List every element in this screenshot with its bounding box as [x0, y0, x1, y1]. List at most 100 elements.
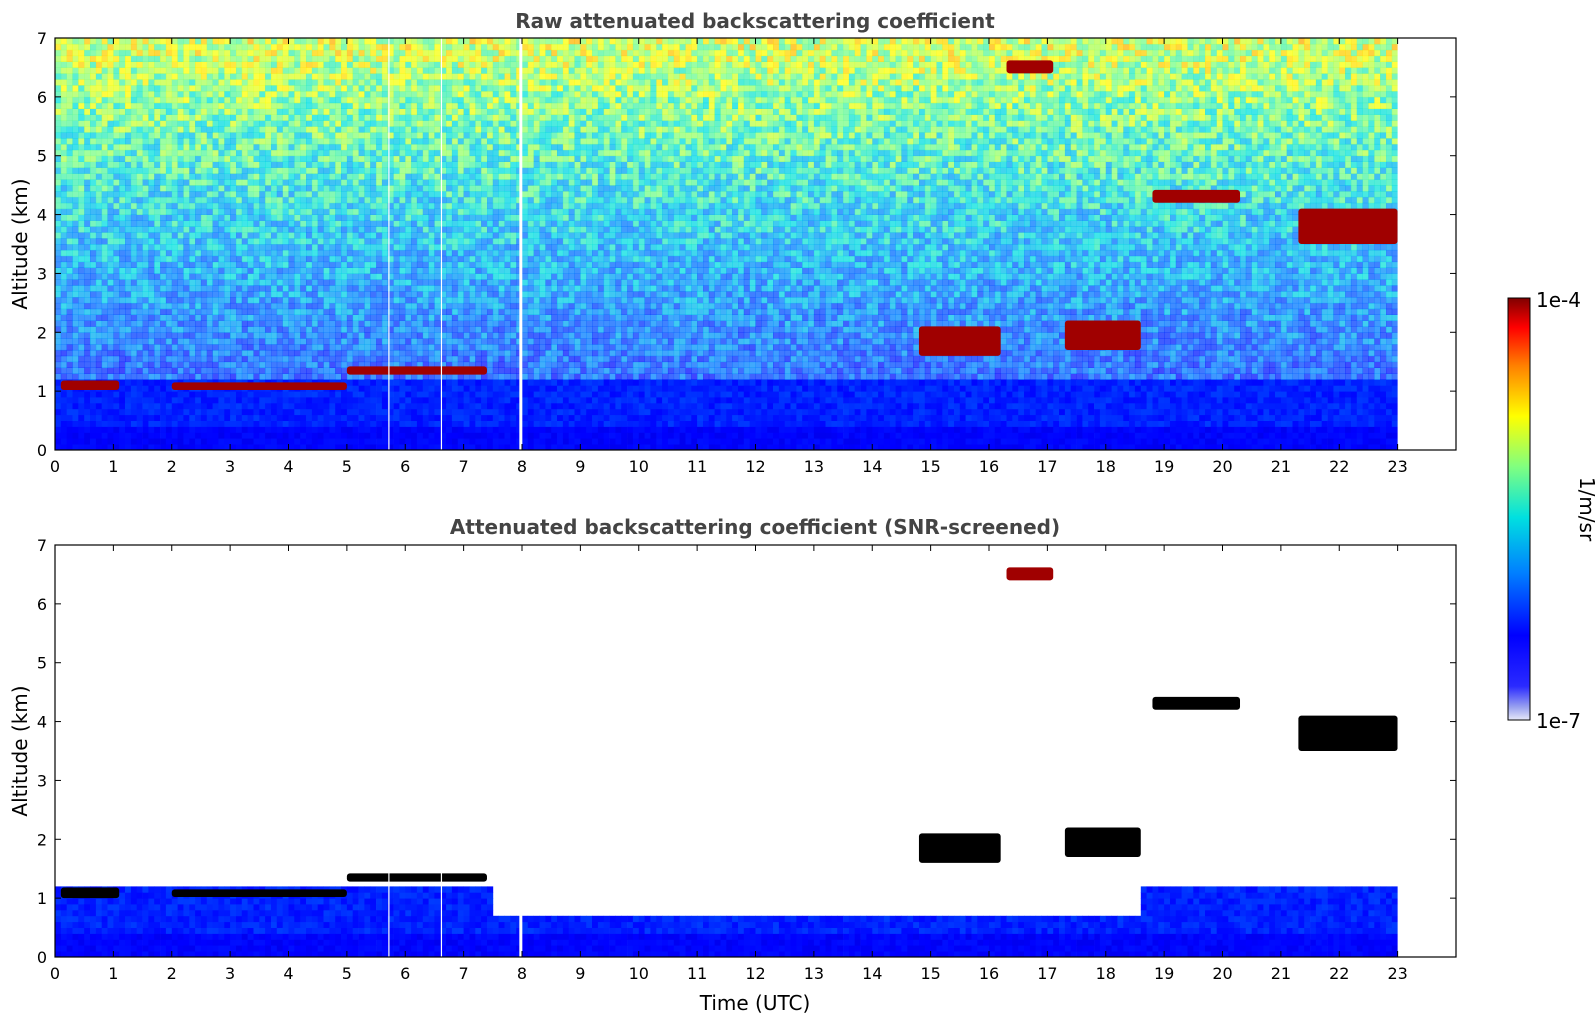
- heatmap-cell: [370, 102, 377, 109]
- heatmap-cell: [171, 67, 178, 74]
- heatmap-cell: [346, 214, 354, 221]
- heatmap-cell: [276, 297, 283, 304]
- heatmap-cell: [177, 361, 184, 368]
- heatmap-cell: [317, 438, 324, 445]
- heatmap-cell: [107, 349, 114, 357]
- heatmap-cell: [183, 191, 190, 198]
- heatmap-cell: [224, 85, 231, 92]
- heatmap-cell: [381, 414, 389, 421]
- heatmap-cell: [434, 408, 441, 416]
- heatmap-cell: [113, 102, 120, 109]
- heatmap-cell: [282, 226, 289, 233]
- heatmap-cell: [101, 38, 108, 45]
- heatmap-cell: [107, 438, 114, 445]
- heatmap-cell: [259, 414, 266, 421]
- heatmap-cell: [165, 155, 173, 162]
- heatmap-cell: [183, 373, 190, 380]
- heatmap-cell: [346, 91, 354, 98]
- heatmap-cell: [422, 255, 429, 263]
- heatmap-cell: [446, 208, 453, 215]
- heatmap-cell: [440, 273, 447, 280]
- heatmap-cell: [358, 261, 365, 268]
- heatmap-cell: [271, 361, 278, 368]
- heatmap-cell: [230, 38, 237, 45]
- heatmap-cell: [241, 226, 248, 233]
- heatmap-cell: [288, 426, 295, 433]
- heatmap-cell: [311, 361, 319, 368]
- heatmap-cell: [317, 244, 324, 251]
- heatmap-cell: [276, 420, 283, 427]
- heatmap-cell: [399, 355, 406, 363]
- heatmap-cell: [416, 332, 424, 339]
- heatmap-cell: [335, 232, 342, 239]
- heatmap-cell: [171, 138, 178, 145]
- heatmap-cell: [130, 414, 138, 421]
- heatmap-cell: [136, 326, 143, 333]
- heatmap-cell: [428, 149, 435, 157]
- heatmap-cell: [189, 226, 196, 233]
- heatmap-cell: [60, 208, 67, 215]
- heatmap-cell: [282, 326, 289, 333]
- heatmap-cell: [352, 244, 359, 251]
- heatmap-cell: [311, 308, 319, 315]
- heatmap-cell: [323, 291, 330, 298]
- heatmap-cell: [136, 132, 143, 139]
- heatmap-cell: [393, 432, 400, 439]
- heatmap-cell: [160, 244, 167, 251]
- heatmap-cell: [241, 208, 248, 215]
- heatmap-cell: [247, 285, 254, 292]
- heatmap-cell: [370, 332, 377, 339]
- heatmap-cell: [463, 167, 470, 174]
- heatmap-cell: [177, 426, 184, 433]
- heatmap-cell: [405, 302, 412, 310]
- heatmap-cell: [72, 108, 79, 115]
- heatmap-cell: [177, 226, 184, 233]
- heatmap-cell: [160, 132, 167, 139]
- heatmap-cell: [230, 220, 237, 227]
- heatmap-cell: [259, 255, 266, 263]
- heatmap-cell: [247, 91, 254, 98]
- heatmap-cell: [422, 61, 429, 68]
- heatmap-cell: [294, 149, 301, 157]
- heatmap-cell: [463, 149, 470, 157]
- heatmap-cell: [451, 43, 459, 51]
- heatmap-cell: [253, 249, 260, 257]
- heatmap-cell: [142, 132, 149, 139]
- heatmap-cell: [177, 143, 184, 151]
- heatmap-cell: [352, 361, 359, 368]
- heatmap-cell: [253, 244, 260, 251]
- heatmap-cell: [288, 255, 295, 263]
- heatmap-cell: [165, 361, 173, 368]
- heatmap-cell: [66, 432, 73, 439]
- heatmap-cell: [300, 43, 307, 51]
- heatmap-cell: [119, 173, 126, 180]
- heatmap-cell: [183, 426, 190, 433]
- heatmap-cell: [405, 138, 412, 145]
- heatmap-cell: [84, 320, 91, 327]
- heatmap-cell: [247, 408, 254, 416]
- heatmap-cell: [306, 244, 313, 251]
- heatmap-cell: [276, 426, 283, 433]
- heatmap-cell: [463, 302, 470, 310]
- heatmap-cell: [236, 73, 243, 80]
- heatmap-cell: [101, 126, 108, 133]
- heatmap-cell: [230, 173, 237, 180]
- heatmap-cell: [282, 261, 289, 268]
- heatmap-cell: [107, 308, 114, 315]
- heatmap-cell: [218, 214, 225, 221]
- heatmap-cell: [60, 67, 67, 74]
- heatmap-cell: [247, 102, 254, 109]
- heatmap-cell: [113, 420, 120, 427]
- heatmap-cell: [171, 85, 178, 92]
- heatmap-cell: [381, 108, 389, 115]
- heatmap-cell: [341, 214, 348, 221]
- heatmap-cell: [259, 191, 266, 198]
- heatmap-cell: [165, 173, 173, 180]
- heatmap-cell: [200, 79, 208, 86]
- heatmap-cell: [236, 167, 243, 174]
- heatmap-cell: [154, 38, 161, 45]
- heatmap-cell: [125, 332, 132, 339]
- heatmap-cell: [101, 61, 108, 68]
- heatmap-cell: [422, 208, 429, 215]
- heatmap-cell: [107, 132, 114, 139]
